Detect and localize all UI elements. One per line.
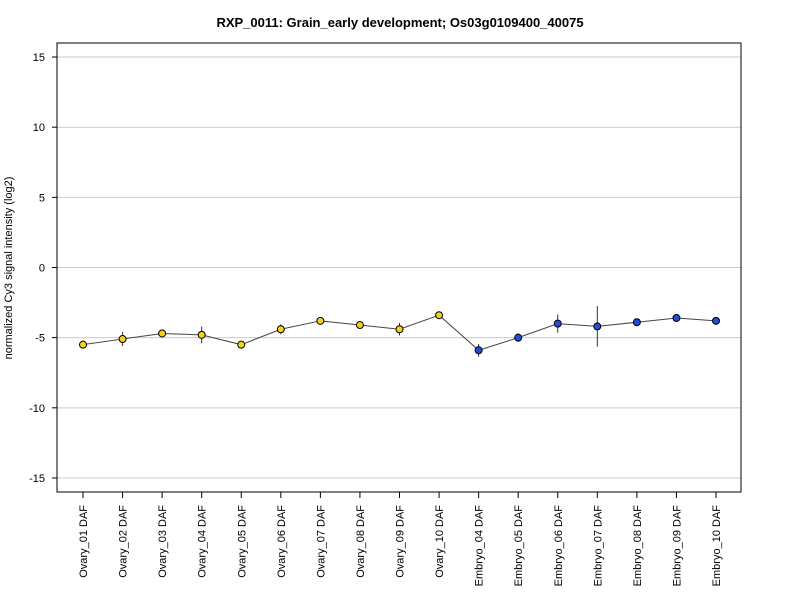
data-point [316,316,325,325]
x-tick-label: Ovary_03 DAF [157,505,169,578]
x-tick-label: Embryo_10 DAF [711,505,723,587]
x-tick-label: Embryo_08 DAF [632,505,644,587]
y-tick-label: 10 [33,122,45,134]
x-tick-label: Ovary_07 DAF [315,505,327,578]
data-point [553,319,562,328]
y-axis-label: normalized Cy3 signal intensity (log2) [3,177,15,360]
data-point [435,311,444,320]
y-tick-label: -5 [35,333,45,345]
data-point [514,333,523,342]
x-tick-label: Ovary_05 DAF [236,505,248,578]
y-tick-label: 0 [39,263,45,275]
x-tick-label: Embryo_07 DAF [592,505,604,587]
y-tick-label: 15 [33,52,45,64]
x-tick-label: Embryo_05 DAF [513,505,525,587]
data-point [276,325,285,334]
y-axis: -15 -10 -5 0 5 10 15 [29,52,57,485]
chart-title: RXP_0011: Grain_early development; Os03g… [216,15,583,30]
x-tick-label: Ovary_01 DAF [78,505,90,578]
data-point [197,330,206,339]
x-tick-label: Ovary_02 DAF [118,505,130,578]
data-point [355,321,364,330]
data-point [712,316,720,325]
data-point [79,340,87,349]
y-tick-label: -15 [29,473,45,485]
data-point [118,335,127,344]
x-tick-label: Ovary_09 DAF [395,505,407,578]
x-axis: Ovary_01 DAF Ovary_02 DAF Ovary_03 DAF Ovar… [78,492,723,586]
data-point [158,329,167,338]
y-tick-label: 5 [39,192,45,204]
x-tick-label: Embryo_09 DAF [671,505,683,587]
x-tick-label: Ovary_08 DAF [355,505,367,578]
data-point [474,346,483,355]
x-tick-label: Embryo_06 DAF [553,505,565,587]
y-tick-label: -10 [29,403,45,415]
series-expression [79,306,720,357]
data-point [593,322,602,331]
x-tick-label: Ovary_04 DAF [197,505,209,578]
x-tick-label: Embryo_04 DAF [474,505,486,587]
x-tick-label: Ovary_10 DAF [434,505,446,578]
gridlines [57,56,741,479]
data-point [395,325,404,334]
data-point [237,340,246,349]
x-tick-label: Ovary_06 DAF [276,505,288,578]
data-point [672,314,681,323]
data-point [632,318,641,327]
